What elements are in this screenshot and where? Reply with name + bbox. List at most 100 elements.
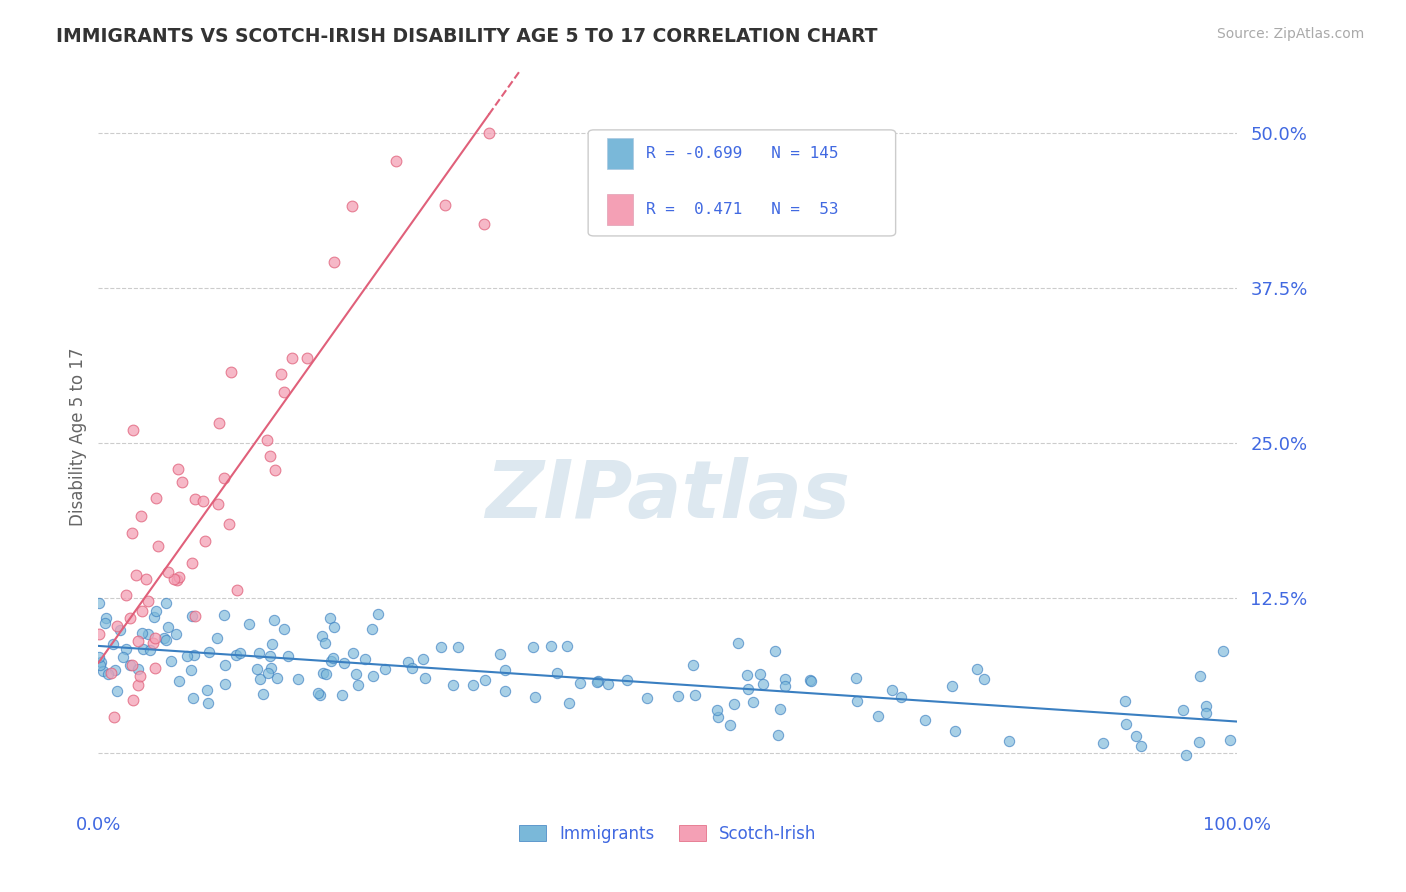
Point — [121, 526, 143, 541]
Point — [315, 667, 337, 681]
Point — [143, 610, 166, 624]
Point — [163, 572, 186, 586]
Point — [347, 678, 370, 692]
Point — [181, 557, 204, 571]
Point — [1219, 732, 1241, 747]
Point — [195, 682, 218, 697]
Point — [636, 691, 658, 706]
Point — [1114, 694, 1136, 708]
Point — [100, 665, 122, 680]
Point — [135, 572, 157, 586]
Point — [585, 675, 607, 690]
Point — [323, 620, 346, 634]
Point — [247, 646, 270, 660]
Point — [160, 654, 183, 668]
Point — [373, 662, 395, 676]
Point — [114, 588, 136, 602]
Point — [225, 648, 247, 662]
Point — [194, 533, 217, 548]
Point — [941, 679, 963, 693]
Point — [121, 657, 143, 672]
Point — [167, 462, 190, 476]
Point — [311, 629, 333, 643]
Text: R = -0.699   N = 145: R = -0.699 N = 145 — [647, 145, 839, 161]
Point — [307, 686, 329, 700]
Point — [131, 604, 153, 618]
Point — [332, 656, 354, 670]
Point — [342, 199, 364, 213]
Point — [557, 696, 579, 710]
Point — [1212, 644, 1234, 658]
Point — [155, 596, 177, 610]
Point — [1195, 706, 1218, 720]
Point — [184, 491, 207, 506]
Point — [138, 626, 160, 640]
Point — [281, 351, 304, 366]
Point — [666, 689, 689, 703]
Point — [131, 508, 153, 523]
Point — [616, 673, 638, 687]
Point — [737, 682, 759, 697]
Text: Source: ZipAtlas.com: Source: ZipAtlas.com — [1216, 27, 1364, 41]
Point — [433, 198, 456, 212]
Point — [598, 677, 620, 691]
Point — [866, 709, 889, 723]
Point — [766, 729, 789, 743]
Point — [219, 365, 242, 379]
Point — [256, 666, 278, 681]
Point — [844, 671, 866, 685]
Point — [880, 683, 903, 698]
Point — [742, 694, 765, 708]
Point — [321, 654, 343, 668]
Point — [183, 648, 205, 663]
Point — [727, 636, 749, 650]
Point — [569, 675, 592, 690]
Bar — [607, 138, 633, 169]
Point — [396, 655, 419, 669]
Point — [723, 697, 745, 711]
Point — [136, 594, 159, 608]
Point — [494, 664, 516, 678]
Point — [270, 367, 292, 381]
Point — [524, 690, 547, 705]
Point — [260, 637, 283, 651]
Point — [1130, 739, 1153, 754]
Point — [157, 620, 180, 634]
Point — [156, 566, 179, 580]
Point — [256, 433, 278, 447]
Point — [197, 696, 219, 710]
Y-axis label: Disability Age 5 to 17: Disability Age 5 to 17 — [69, 348, 87, 526]
Point — [472, 217, 495, 231]
Point — [105, 684, 128, 698]
Point — [252, 688, 274, 702]
Point — [346, 667, 368, 681]
Point — [115, 642, 138, 657]
Text: ZIPatlas: ZIPatlas — [485, 457, 851, 534]
Point — [245, 662, 267, 676]
Point — [120, 610, 142, 624]
Point — [367, 607, 389, 621]
Point — [128, 669, 150, 683]
Point — [522, 640, 544, 655]
Point — [127, 634, 149, 648]
Point — [401, 661, 423, 675]
Point — [110, 623, 132, 637]
Point — [683, 688, 706, 702]
Point — [127, 678, 149, 692]
Bar — [607, 194, 633, 225]
Point — [94, 611, 117, 625]
Point — [447, 640, 470, 655]
Point — [412, 651, 434, 665]
Point — [111, 650, 134, 665]
Point — [273, 385, 295, 400]
Point — [89, 650, 111, 665]
Point — [131, 625, 153, 640]
Point — [205, 632, 228, 646]
Text: R =  0.471   N =  53: R = 0.471 N = 53 — [647, 202, 839, 217]
Point — [555, 639, 578, 653]
Point — [890, 690, 912, 704]
Point — [176, 649, 198, 664]
Point — [89, 658, 111, 673]
Point — [546, 665, 568, 680]
Point — [146, 540, 169, 554]
